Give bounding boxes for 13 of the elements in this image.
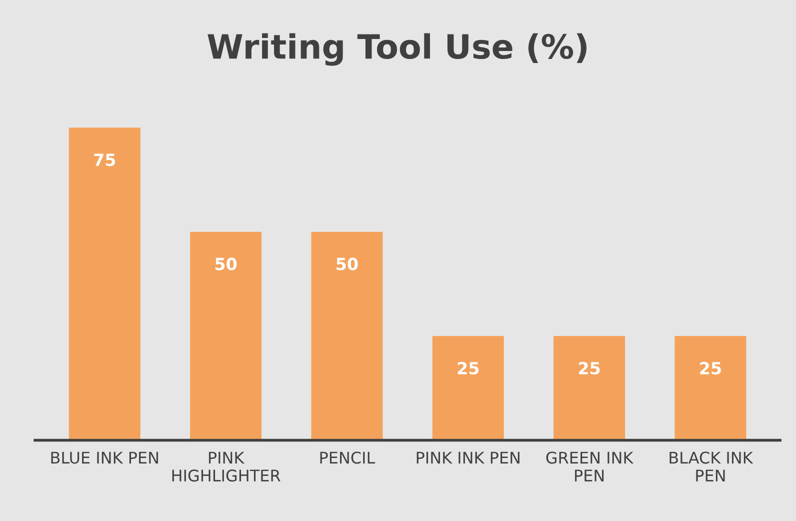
x-tick-label: PINK INK PEN [416, 452, 520, 464]
data-label: 50 [215, 258, 237, 270]
x-tick-label: BLUE INK PEN [51, 452, 158, 464]
data-label: 25 [700, 362, 721, 374]
data-label: 75 [94, 154, 116, 166]
x-tick-label: PENCIL [320, 452, 376, 464]
x-tick-label: GREEN INK PEN [546, 452, 634, 482]
data-label: 50 [336, 258, 358, 270]
x-tick-label: BLACK INK PEN [670, 452, 754, 482]
x-tick-label: PINK HIGHLIGHTER [172, 452, 280, 482]
data-label: 25 [579, 362, 600, 374]
data-label: 25 [458, 362, 479, 374]
chart-title: Writing Tool Use (%) [208, 33, 587, 66]
